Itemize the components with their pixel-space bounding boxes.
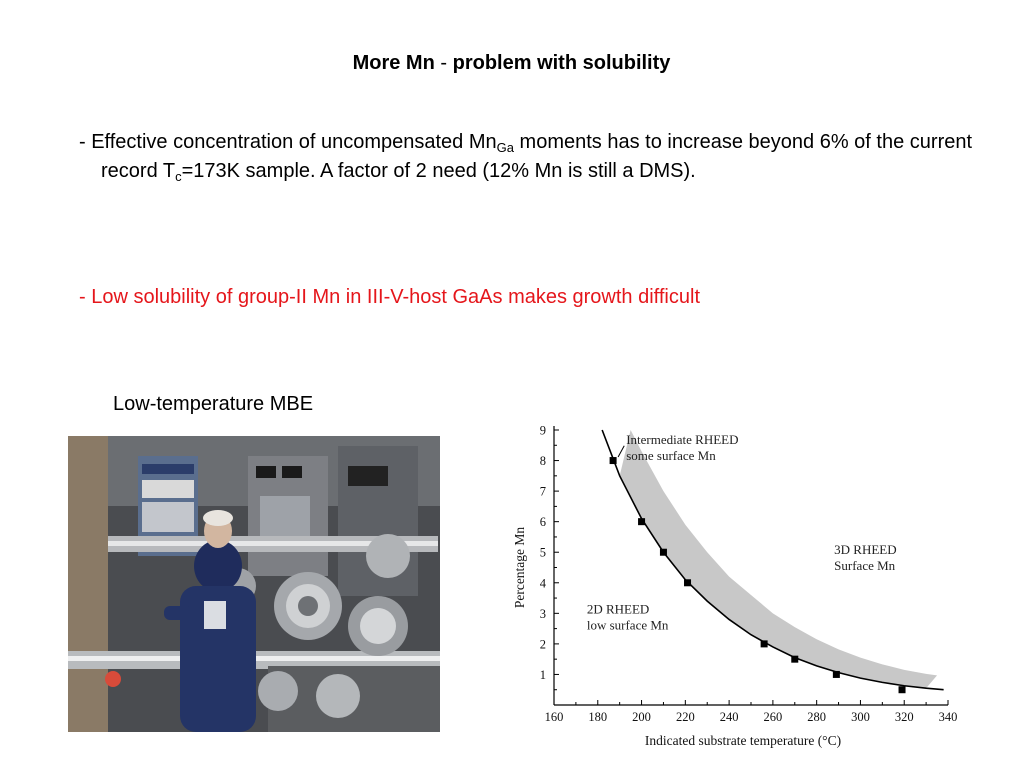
x-tick-label-260: 260 (764, 710, 783, 724)
y-tick-label-3: 3 (540, 607, 546, 621)
y-tick-label-8: 8 (540, 454, 546, 468)
subscript-ga: Ga (496, 140, 514, 155)
x-tick-label-160: 160 (545, 710, 564, 724)
x-tick-label-340: 340 (939, 710, 958, 724)
data-point-6 (791, 655, 799, 663)
solubility-chart: 160 180 200 220 240 260 280 300 320 340 1 2 3 4 5 6 7 8 9 … (508, 416, 966, 754)
points-layer (609, 457, 906, 694)
photo-caption: Low-temperature MBE (113, 393, 314, 415)
x-tick-label-180: 180 (588, 710, 607, 724)
annotation-3-line1: 2D RHEED (587, 601, 649, 616)
annotation-2-line1: 3D RHEED (834, 542, 896, 557)
data-point-1 (609, 457, 617, 465)
curve-layer (601, 429, 944, 691)
title-sub: problem with solubility (452, 52, 671, 74)
bullet-low-solubility: - Low solubility of group-II Mn in III-V… (79, 286, 700, 308)
x-tick-label-280: 280 (807, 710, 826, 724)
annotation-1-pointer (617, 445, 625, 458)
y-tick-label-9: 9 (540, 424, 546, 438)
y-tick-label-6: 6 (540, 515, 546, 529)
title-main: More Mn (352, 52, 435, 74)
fit-curve (601, 429, 944, 691)
x-tick-label-200: 200 (632, 710, 651, 724)
y-tick-label-2: 2 (540, 637, 546, 651)
bullet-effective-concentration: - Effective concentration of uncompensat… (79, 128, 981, 186)
data-point-4 (684, 579, 692, 587)
data-point-3 (659, 548, 667, 556)
annotation-1-line2: some surface Mn (626, 448, 716, 463)
title-separator: - (440, 52, 448, 74)
data-point-7 (832, 670, 840, 678)
x-axis-label: Indicated substrate temperature (°C) (645, 733, 841, 748)
y-tick-label-4: 4 (540, 576, 547, 590)
x-tick-label-320: 320 (895, 710, 914, 724)
y-tick-label-1: 1 (540, 668, 546, 682)
mbe-lab-photo (68, 436, 440, 732)
y-tick-label-5: 5 (540, 546, 546, 560)
axes-layer: 160 180 200 220 240 260 280 300 320 340 1 2 3 4 5 6 7 8 9 (540, 424, 958, 725)
band-layer (619, 430, 938, 689)
annotation-3-line2: low surface Mn (587, 617, 669, 632)
data-point-8 (898, 686, 906, 694)
x-tick-label-220: 220 (676, 710, 695, 724)
bullet1-mid: moments has to increase beyond 6% of the… (101, 131, 973, 182)
bullet1-prefix: - Effective concentration of uncompensat… (79, 131, 497, 153)
data-point-5 (760, 640, 768, 648)
x-tick-label-300: 300 (851, 710, 870, 724)
x-tick-label-240: 240 (720, 710, 739, 724)
annotation-1-line1: Intermediate RHEED (626, 432, 738, 447)
label-layer: Indicated substrate temperature (°C) Perc… (512, 432, 897, 748)
subscript-c: c (175, 169, 182, 184)
y-tick-label-7: 7 (540, 485, 546, 499)
slide-title: More Mn - problem with solubility (0, 52, 1023, 75)
solubility-band (619, 430, 938, 689)
annotation-2-line2: Surface Mn (834, 558, 896, 573)
chart-svg: 160 180 200 220 240 260 280 300 320 340123456789 … (508, 416, 966, 754)
y-axis-label: Percentage Mn (512, 527, 527, 609)
bullet1-suffix: =173K sample. A factor of 2 need (12% Mn… (181, 160, 696, 182)
data-point-2 (638, 518, 646, 526)
